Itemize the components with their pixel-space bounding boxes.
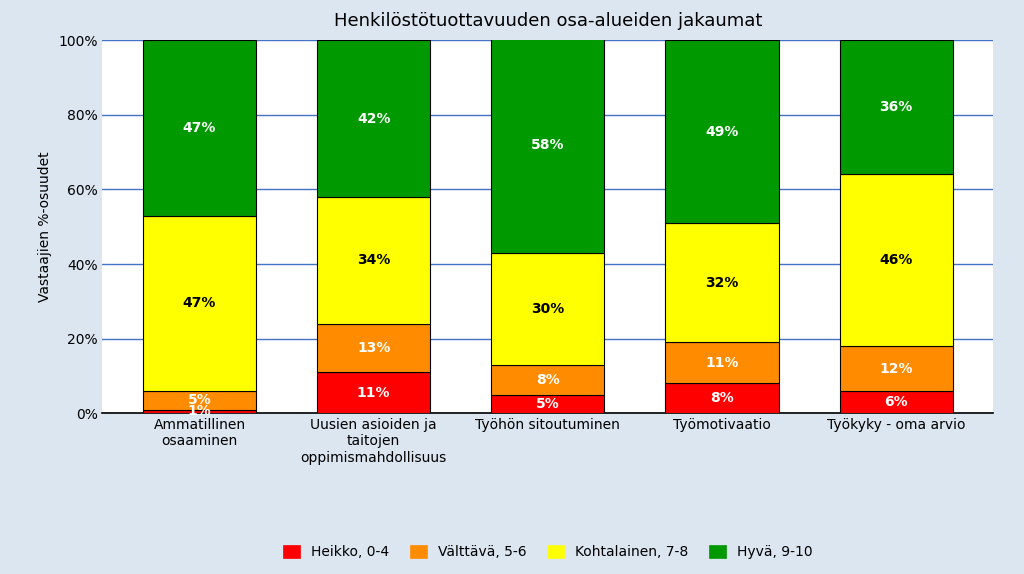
Text: 42%: 42% [357,111,390,126]
Text: 6%: 6% [885,395,908,409]
Bar [492,395,604,413]
Bar [840,174,952,346]
Title: Henkilöstötuottavuuden osa-alueiden jakaumat: Henkilöstötuottavuuden osa-alueiden jaka… [334,12,762,30]
Text: 5%: 5% [187,393,211,407]
Text: 49%: 49% [706,125,738,138]
Text: 11%: 11% [706,356,738,370]
Text: 47%: 47% [183,296,216,310]
Y-axis label: Vastaajien %-osuudet: Vastaajien %-osuudet [39,152,52,302]
Text: 30%: 30% [531,302,564,316]
Bar [143,40,256,215]
Text: 58%: 58% [531,138,564,152]
Text: 1%: 1% [187,405,211,418]
Bar [840,391,952,413]
Bar [492,36,604,253]
Legend: Heikko, 0-4, Välttävä, 5-6, Kohtalainen, 7-8, Hyvä, 9-10: Heikko, 0-4, Välttävä, 5-6, Kohtalainen,… [278,540,818,565]
Bar [492,253,604,365]
Bar [317,324,430,372]
Bar [317,197,430,324]
Text: 12%: 12% [880,362,913,375]
Bar [666,40,778,223]
Text: 11%: 11% [357,386,390,400]
Bar [666,383,778,413]
Bar [317,40,430,197]
Text: 46%: 46% [880,253,912,267]
Bar [840,40,952,174]
Text: 36%: 36% [880,100,912,114]
Bar [666,223,778,342]
Bar [143,410,256,413]
Bar [143,391,256,410]
Bar [840,346,952,391]
Bar [492,365,604,395]
Bar [666,342,778,383]
Text: 8%: 8% [710,391,734,405]
Text: 34%: 34% [357,253,390,267]
Text: 32%: 32% [706,276,738,290]
Text: 47%: 47% [183,121,216,135]
Text: 5%: 5% [536,397,560,411]
Text: 8%: 8% [536,373,560,387]
Bar [143,215,256,391]
Bar [317,372,430,413]
Text: 13%: 13% [357,341,390,355]
